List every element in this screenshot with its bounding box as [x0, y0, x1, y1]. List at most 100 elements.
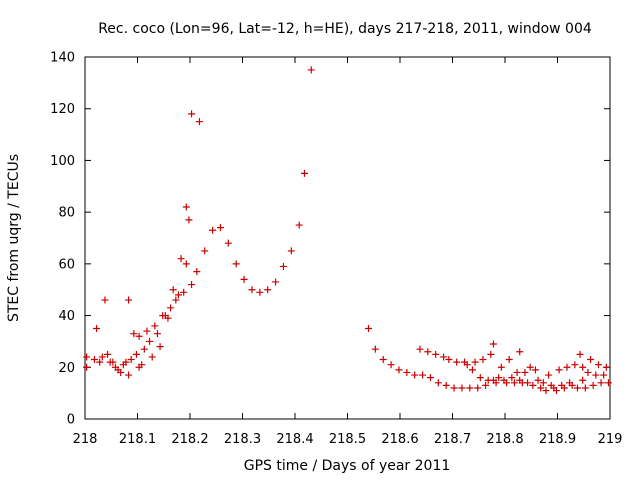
data-point	[365, 325, 372, 332]
data-point	[379, 356, 387, 364]
data-point	[387, 361, 395, 369]
data-point	[597, 379, 605, 387]
x-tick-label: 219	[598, 432, 623, 447]
data-point	[125, 371, 133, 379]
data-point	[182, 203, 190, 211]
data-point	[153, 330, 161, 338]
data-point	[156, 343, 164, 351]
data-point	[188, 110, 196, 118]
data-point	[224, 239, 232, 247]
x-tick-label: 218.9	[539, 432, 576, 447]
data-point	[193, 268, 201, 276]
data-point	[146, 337, 154, 345]
data-point	[479, 356, 487, 364]
data-points	[83, 66, 612, 395]
y-tick-label: 120	[50, 102, 75, 117]
data-point	[117, 368, 125, 376]
data-point	[600, 371, 608, 379]
data-point	[463, 361, 471, 369]
x-tick-label: 218.8	[486, 432, 523, 447]
data-point	[579, 376, 587, 384]
data-point	[489, 340, 497, 348]
data-point	[579, 363, 587, 371]
y-tick-label: 100	[50, 154, 75, 169]
x-tick-label: 218.2	[171, 432, 208, 447]
data-point	[148, 353, 156, 361]
data-point	[248, 286, 256, 294]
data-point	[576, 350, 584, 358]
y-tick-label: 80	[58, 206, 75, 221]
data-point	[529, 381, 537, 389]
data-point	[434, 379, 442, 387]
y-tick-label: 40	[58, 309, 75, 324]
data-point	[174, 291, 182, 299]
y-tick-label: 20	[58, 361, 75, 376]
data-point	[466, 384, 474, 392]
data-point	[492, 379, 500, 387]
data-point	[450, 384, 458, 392]
y-axis: 0 20 40 60 80 100 120 140	[50, 51, 610, 428]
data-point	[125, 296, 133, 304]
y-tick-label: 140	[50, 51, 75, 66]
data-point	[474, 384, 482, 392]
y-tick-label: 0	[67, 413, 75, 428]
data-point	[526, 363, 534, 371]
data-point	[130, 330, 138, 338]
data-point	[182, 260, 190, 268]
data-point	[127, 356, 135, 364]
x-tick-label: 218.3	[224, 432, 261, 447]
data-point	[272, 278, 280, 286]
data-point	[109, 358, 117, 366]
data-point	[453, 358, 461, 366]
data-point	[468, 366, 476, 374]
data-point	[592, 371, 600, 379]
data-point	[90, 356, 98, 364]
data-point	[563, 363, 571, 371]
data-point	[371, 345, 379, 353]
data-point	[83, 363, 91, 371]
data-point	[560, 384, 568, 392]
data-point	[164, 314, 172, 322]
data-point	[140, 345, 148, 353]
data-point	[104, 350, 112, 358]
data-point	[256, 288, 264, 296]
data-point	[307, 66, 315, 74]
data-point	[589, 381, 597, 389]
data-point	[584, 368, 592, 376]
plot-frame	[84, 56, 611, 420]
data-point	[482, 381, 490, 389]
x-tick-label: 218.7	[434, 432, 471, 447]
data-point	[180, 288, 188, 296]
data-point	[403, 368, 411, 376]
x-tick-label: 218	[73, 432, 98, 447]
chart-title: Rec. coco (Lon=96, Lat=-12, h=HE), days …	[98, 21, 592, 37]
data-point	[534, 376, 542, 384]
data-point	[177, 255, 185, 263]
data-point	[445, 356, 453, 364]
data-point	[587, 356, 595, 364]
x-tick-label: 218.5	[329, 432, 366, 447]
x-tick-label: 218.6	[381, 432, 418, 447]
data-point	[531, 366, 539, 374]
data-point	[419, 371, 427, 379]
data-point	[264, 286, 272, 294]
data-point	[98, 353, 106, 361]
data-point	[300, 169, 308, 177]
data-point	[513, 368, 521, 376]
data-point	[167, 304, 175, 312]
data-point	[101, 296, 109, 304]
data-point	[432, 350, 440, 358]
data-point	[135, 332, 143, 340]
data-point	[232, 260, 240, 268]
data-point	[240, 275, 248, 283]
data-point	[411, 371, 419, 379]
data-point	[571, 361, 579, 369]
data-point	[573, 384, 581, 392]
data-point	[503, 379, 511, 387]
data-point	[552, 387, 560, 395]
data-point	[132, 350, 140, 358]
data-point	[516, 348, 524, 356]
data-point	[185, 216, 193, 224]
x-axis: 218 218.1 218.2 218.3 218.4 218.5 218.6 218.7 21…	[73, 57, 623, 447]
